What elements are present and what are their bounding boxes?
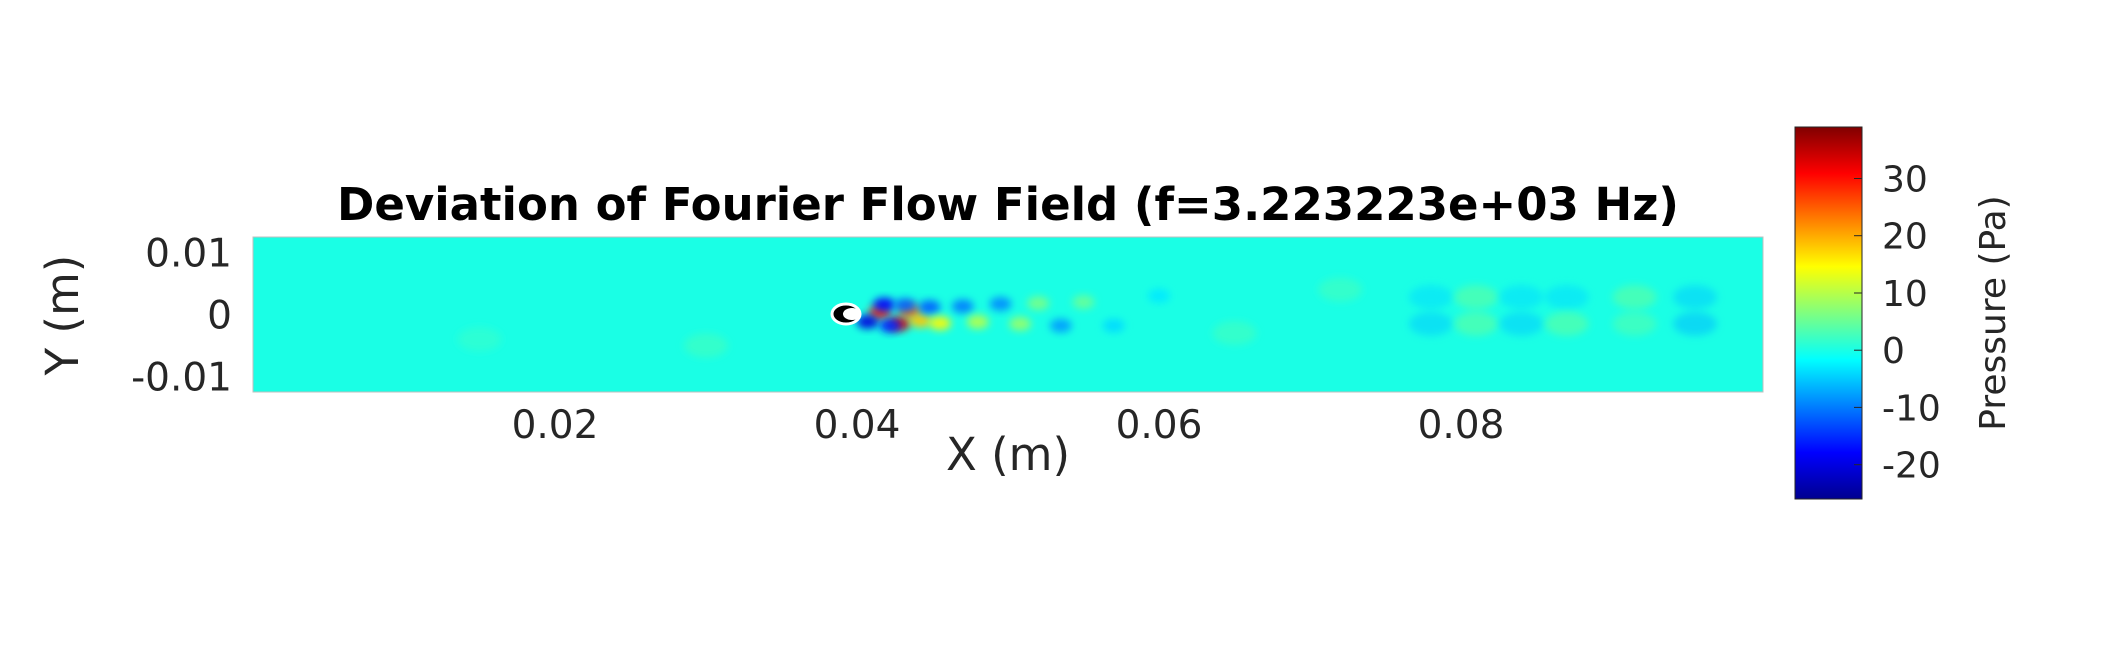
field-feature-16: [1072, 295, 1095, 310]
field-feature-32: [1673, 311, 1717, 336]
field-feature-19: [1212, 321, 1257, 346]
colorbar-tick-label: 10: [1882, 274, 1928, 315]
field-feature-13: [1009, 316, 1032, 331]
field-feature-33: [684, 333, 728, 358]
field-feature-11: [966, 314, 989, 329]
field-feature-34: [457, 327, 502, 352]
plot-frame: [252, 236, 1764, 393]
colorbar-ticks: 30 20 10 0 -10 -20: [1854, 160, 1941, 487]
field-feature-26: [1499, 311, 1544, 336]
x-axis-label: X (m): [946, 428, 1070, 481]
pressure-field: [253, 237, 1763, 392]
x-tick-label: 0.04: [814, 403, 901, 448]
x-tick-label: 0.08: [1418, 403, 1505, 448]
y-tick-label: 0.01: [145, 232, 232, 277]
field-feature-21: [1408, 285, 1453, 310]
field-feature-6: [894, 298, 917, 313]
colorbar-tick-label: 20: [1882, 217, 1928, 258]
field-feature-28: [1544, 311, 1589, 336]
field-baseline: [253, 237, 1763, 392]
y-axis-label: Y (m): [36, 255, 89, 377]
field-feature-27: [1544, 285, 1589, 310]
colorbar-gradient: [1794, 126, 1863, 500]
chart-title: Deviation of Fourier Flow Field (f=3.223…: [337, 178, 1679, 231]
colorbar: 30 20 10 0 -10 -20 Pressure (Pa): [1794, 126, 2014, 500]
field-feature-15: [1049, 318, 1072, 333]
colorbar-tick-label: 0: [1882, 331, 1905, 372]
field-feature-9: [929, 316, 951, 331]
field-feature-31: [1673, 285, 1717, 310]
y-tick-label: -0.01: [131, 356, 232, 401]
colorbar-label: Pressure (Pa): [1973, 195, 2014, 430]
field-feature-7: [879, 318, 902, 333]
x-tick-label: 0.02: [512, 403, 599, 448]
colorbar-tick-label: -20: [1882, 446, 1941, 487]
field-feature-12: [989, 297, 1012, 311]
field-feature-17: [1102, 318, 1125, 333]
field-feature-23: [1454, 285, 1499, 310]
field-feature-14: [1027, 296, 1050, 311]
field-feature-8: [918, 300, 941, 315]
field-feature-18: [1148, 288, 1170, 303]
field-feature-22: [1408, 311, 1453, 336]
field-feature-30: [1612, 311, 1657, 336]
y-tick-label: 0: [207, 294, 232, 339]
y-axis-ticks: 0.01 0 -0.01: [131, 232, 232, 401]
colorbar-tick-label: 30: [1882, 160, 1928, 201]
field-feature-20: [1318, 277, 1363, 302]
field-feature-3: [909, 313, 932, 328]
field-feature-5: [873, 297, 896, 312]
field-feature-24: [1454, 311, 1499, 336]
field-feature-10: [951, 299, 974, 314]
field-feature-4: [856, 314, 879, 329]
field-feature-25: [1499, 285, 1544, 310]
x-axis-ticks: 0.02 0.04 0.06 0.08: [512, 403, 1505, 448]
x-tick-label: 0.06: [1116, 403, 1203, 448]
colorbar-tick-label: -10: [1882, 388, 1941, 429]
field-feature-29: [1612, 285, 1657, 310]
body-core: [843, 308, 861, 320]
heatmap-area: [252, 236, 1764, 393]
cylinder-body: [830, 302, 862, 326]
